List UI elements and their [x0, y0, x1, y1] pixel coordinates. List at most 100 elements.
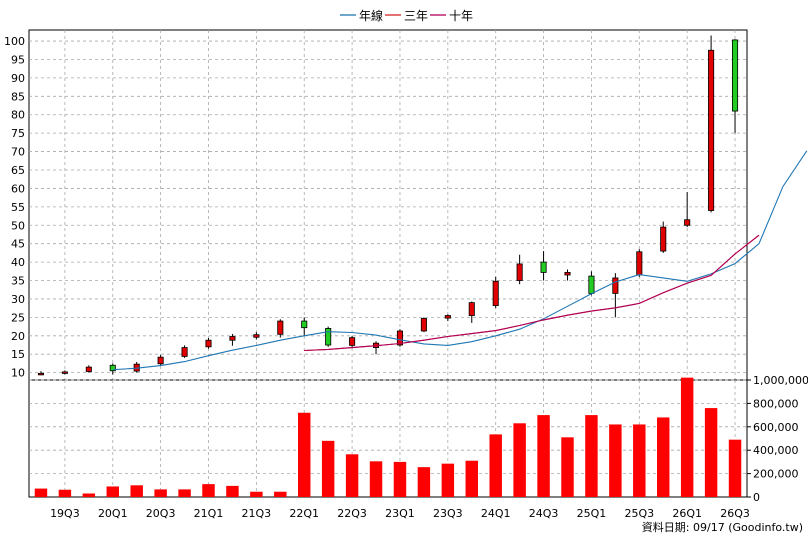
volume-bar [489, 434, 502, 497]
x-tick-label: 19Q3 [50, 507, 80, 520]
candle [540, 251, 547, 281]
candle-body [277, 320, 284, 335]
volume-bar [609, 424, 622, 497]
price-tick-label: 15 [11, 348, 25, 361]
price-tick-label: 25 [11, 311, 25, 324]
volume-bar [585, 415, 598, 497]
volume-bar [393, 461, 407, 497]
candle [468, 301, 475, 323]
price-tick-label: 45 [11, 238, 25, 251]
data-date-footer: 資料日期: 09/17 (Goodinfo.tw) [642, 520, 803, 534]
volume-bar [274, 491, 287, 497]
candle-body [253, 334, 260, 338]
candle-body [85, 366, 92, 372]
x-tick-label: 20Q1 [98, 507, 128, 520]
legend: 年線 三年 十年 [340, 8, 473, 23]
candle-body [636, 251, 643, 276]
volume-bar [345, 454, 359, 497]
volume-bar [680, 377, 694, 497]
price-tick-label: 30 [11, 293, 25, 306]
volume-tick-label: 800,000 [753, 397, 799, 410]
candle-body [229, 336, 236, 341]
candle-body [444, 315, 451, 319]
volume-panel: 0 200,000 400,000 600,000 800,000 1,000,000 19… [28, 374, 808, 520]
volume-tick-label: 0 [753, 491, 760, 504]
ma-line-annual [112, 150, 808, 371]
x-tick-label: 25Q3 [624, 507, 654, 520]
candle-body [684, 219, 691, 226]
candle [37, 371, 44, 376]
candle [85, 365, 92, 373]
volume-bar [561, 437, 574, 497]
volume-bar [513, 423, 526, 497]
price-panel: 10 15 20 25 30 35 40 45 50 55 60 65 70 75 80 85 90 95 100 [4, 29, 808, 381]
candle [708, 35, 715, 213]
legend-label-three-year: 三年 [404, 9, 428, 23]
x-tick-label: 24Q3 [529, 507, 559, 520]
x-tick-label: 23Q3 [433, 507, 463, 520]
candle [61, 370, 68, 375]
volume-bar [130, 485, 143, 497]
legend-label-ten-year: 十年 [449, 9, 473, 23]
candle-body [588, 275, 595, 294]
x-tick-label: 22Q1 [289, 507, 319, 520]
volume-bar [633, 424, 646, 497]
price-tick-label: 75 [11, 127, 25, 140]
volume-bar [321, 440, 335, 497]
volume-tick-label: 600,000 [753, 421, 799, 434]
x-tick-label: 26Q3 [720, 507, 750, 520]
volume-bar [298, 412, 311, 497]
price-tick-label: 95 [11, 53, 25, 66]
candle-body [708, 49, 715, 211]
price-tick-label: 55 [11, 201, 25, 214]
x-tick-label: 24Q1 [481, 507, 511, 520]
candle-body [660, 226, 667, 252]
volume-bar [154, 489, 167, 497]
volume-bar [178, 489, 191, 497]
price-tick-label: 50 [11, 219, 25, 232]
volume-bar [202, 484, 215, 497]
price-tick-label: 85 [11, 90, 25, 103]
volume-bar [417, 467, 431, 497]
candle-body [181, 347, 188, 357]
candle-body [205, 339, 212, 348]
candle [157, 354, 164, 366]
volume-plot-frame [28, 379, 748, 498]
x-tick-label: 25Q1 [577, 507, 607, 520]
candle-body [325, 328, 332, 346]
candle-body [349, 337, 356, 346]
candle-body [61, 371, 68, 374]
price-plot-frame [28, 29, 748, 381]
price-tick-label: 35 [11, 275, 25, 288]
volume-bar [106, 486, 119, 497]
volume-tick-label: 1,000,000 [753, 374, 808, 387]
price-tick-label: 40 [11, 256, 25, 269]
candle [277, 319, 284, 338]
candle-body [540, 261, 547, 273]
candle [181, 345, 188, 358]
price-tick-label: 60 [11, 182, 25, 195]
volume-bar [226, 485, 239, 497]
candle [636, 249, 643, 277]
volume-bar [369, 461, 383, 497]
price-tick-label: 10 [11, 367, 25, 380]
candle-body [420, 318, 427, 332]
volume-bar [34, 488, 48, 497]
candle-body [157, 356, 164, 365]
volume-bar [537, 415, 550, 497]
volume-bar [441, 463, 455, 497]
candle [564, 269, 571, 281]
price-tick-label: 65 [11, 164, 25, 177]
volume-bar [250, 491, 263, 497]
x-tick-label: 21Q3 [242, 507, 272, 520]
candle [109, 363, 116, 375]
candle-body [612, 277, 619, 294]
volume-bar [82, 493, 96, 497]
candle [205, 338, 212, 349]
candle [516, 254, 523, 285]
candle [301, 317, 308, 336]
volume-bar [728, 439, 742, 497]
candle [229, 333, 236, 346]
candle [732, 39, 739, 134]
price-tick-label: 70 [11, 146, 25, 159]
